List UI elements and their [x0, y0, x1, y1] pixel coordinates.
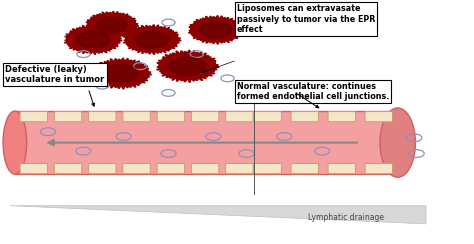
FancyBboxPatch shape [157, 112, 184, 122]
FancyBboxPatch shape [191, 163, 219, 174]
FancyBboxPatch shape [89, 163, 116, 174]
FancyBboxPatch shape [291, 163, 319, 174]
Polygon shape [92, 58, 151, 89]
FancyBboxPatch shape [365, 163, 392, 174]
FancyBboxPatch shape [55, 163, 82, 174]
Polygon shape [157, 50, 219, 82]
Polygon shape [135, 31, 169, 48]
Polygon shape [169, 57, 206, 76]
Polygon shape [200, 21, 232, 38]
Polygon shape [10, 206, 426, 224]
Bar [15, 111, 398, 174]
FancyBboxPatch shape [123, 112, 150, 122]
FancyBboxPatch shape [328, 163, 356, 174]
Polygon shape [124, 25, 181, 54]
Polygon shape [189, 16, 243, 44]
Polygon shape [76, 31, 110, 48]
FancyBboxPatch shape [191, 112, 219, 122]
FancyBboxPatch shape [157, 163, 184, 174]
Polygon shape [64, 25, 122, 54]
FancyBboxPatch shape [365, 112, 392, 122]
FancyBboxPatch shape [226, 163, 253, 174]
Polygon shape [104, 64, 139, 82]
FancyBboxPatch shape [55, 112, 82, 122]
Text: Defective (leaky)
vasculature in tumor: Defective (leaky) vasculature in tumor [5, 65, 105, 84]
Text: Liposomes can extravasate
passively to tumor via the EPR
effect: Liposomes can extravasate passively to t… [237, 4, 375, 34]
Ellipse shape [3, 111, 27, 174]
FancyBboxPatch shape [328, 112, 356, 122]
Text: Lymphatic drainage: Lymphatic drainage [308, 213, 384, 222]
FancyBboxPatch shape [254, 112, 282, 122]
FancyBboxPatch shape [20, 163, 47, 174]
FancyBboxPatch shape [226, 112, 253, 122]
Polygon shape [86, 11, 138, 39]
FancyBboxPatch shape [89, 112, 116, 122]
Ellipse shape [380, 108, 415, 177]
FancyBboxPatch shape [291, 112, 319, 122]
FancyBboxPatch shape [123, 163, 150, 174]
Polygon shape [96, 17, 127, 33]
Text: Normal vasculature: continues
formed endothelial cell junctions.: Normal vasculature: continues formed end… [237, 82, 389, 101]
FancyBboxPatch shape [20, 112, 47, 122]
FancyBboxPatch shape [254, 163, 282, 174]
